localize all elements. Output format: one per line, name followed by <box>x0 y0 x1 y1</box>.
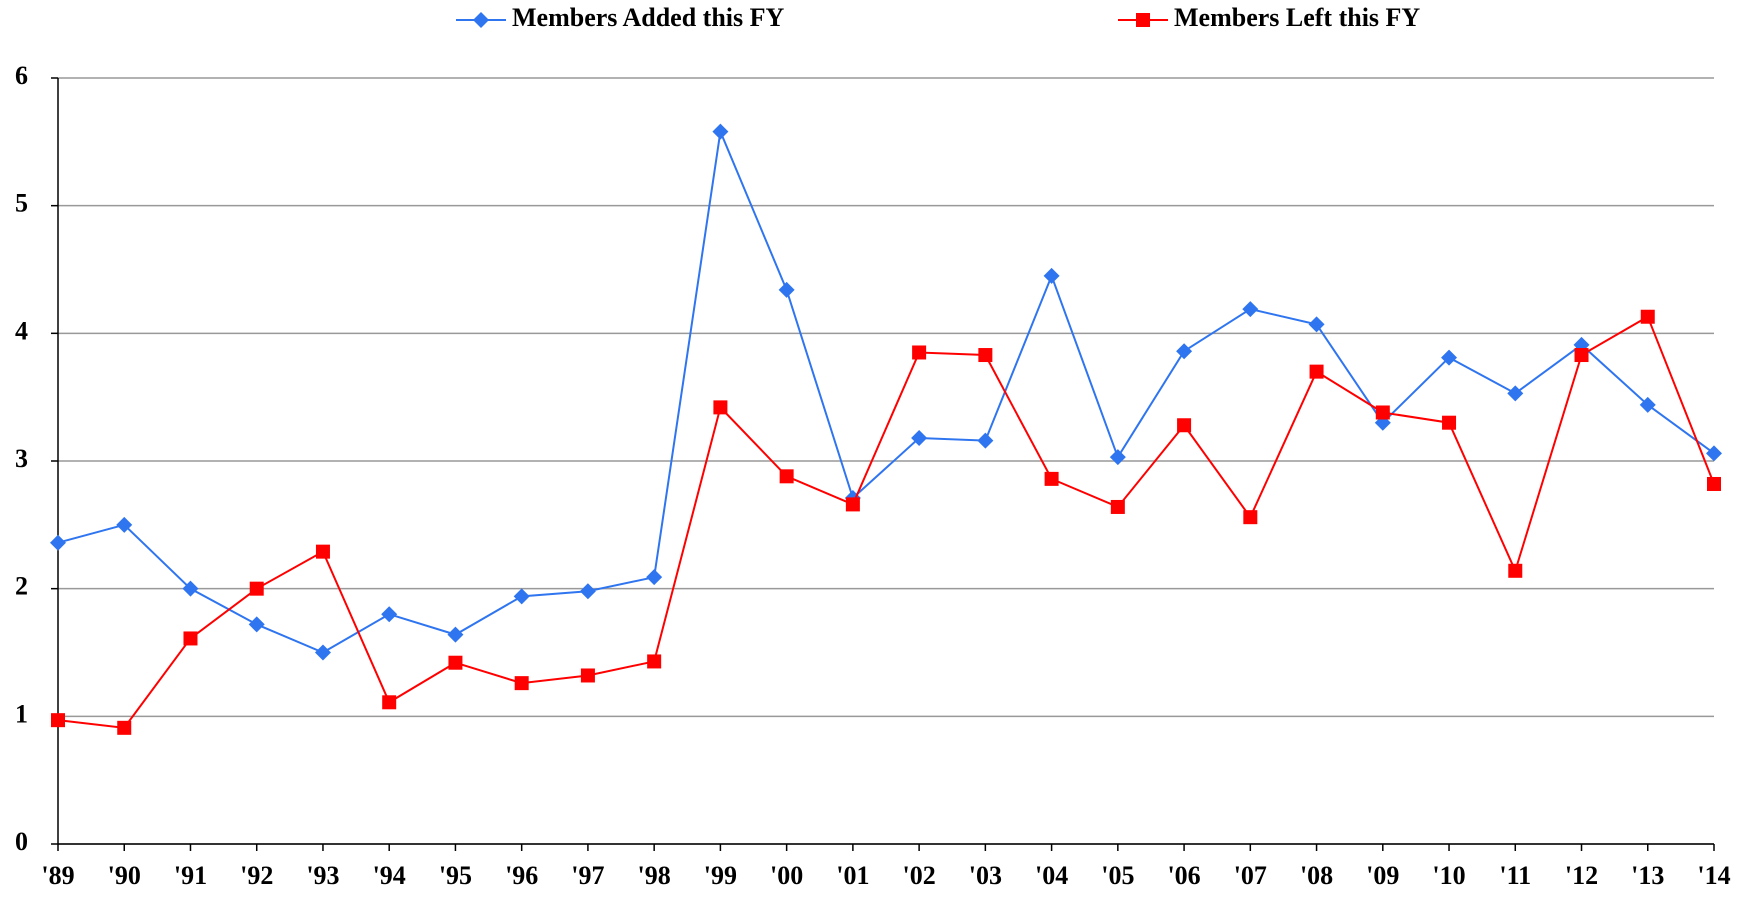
point-marker <box>1375 405 1390 420</box>
legend-label: Members Left this FY <box>1174 3 1420 32</box>
x-tick-label: '05 <box>1101 861 1134 890</box>
point-marker <box>1507 385 1524 402</box>
point-marker <box>448 655 463 670</box>
point-marker <box>647 654 662 669</box>
x-tick-label: '02 <box>903 861 936 890</box>
x-tick-label: '13 <box>1631 861 1664 890</box>
x-tick-label: '08 <box>1300 861 1333 890</box>
x-tick-label: '95 <box>439 861 472 890</box>
y-tick-label: 5 <box>15 189 28 218</box>
point-marker <box>1309 364 1324 379</box>
point-marker <box>1044 471 1059 486</box>
x-tick-label: '94 <box>373 861 406 890</box>
x-tick-label: '06 <box>1167 861 1200 890</box>
point-marker <box>50 534 66 551</box>
point-marker <box>1243 510 1258 525</box>
x-tick-label: '93 <box>306 861 339 890</box>
point-marker <box>314 644 331 661</box>
point-marker <box>381 606 398 623</box>
x-tick-label: '00 <box>770 861 803 890</box>
point-marker <box>579 583 596 600</box>
point-marker <box>183 631 198 646</box>
y-tick-label: 1 <box>15 699 28 728</box>
point-marker <box>1308 316 1325 333</box>
point-marker <box>712 123 729 140</box>
point-marker <box>51 713 65 728</box>
point-marker <box>116 516 133 533</box>
x-tick-label: '04 <box>1035 861 1068 890</box>
point-marker <box>978 348 993 363</box>
point-marker <box>580 668 595 683</box>
x-tick-label: '01 <box>836 861 869 890</box>
point-marker <box>382 695 397 710</box>
point-marker <box>778 281 795 298</box>
point-marker <box>514 676 529 691</box>
y-tick-label: 6 <box>15 61 28 90</box>
point-marker <box>182 580 199 597</box>
x-tick-label: '03 <box>969 861 1002 890</box>
point-marker <box>249 581 264 596</box>
point-marker <box>977 432 994 449</box>
point-marker <box>1640 309 1655 324</box>
x-tick-label: '98 <box>638 861 671 890</box>
x-tick-label: '97 <box>571 861 604 890</box>
y-tick-label: 4 <box>15 316 28 345</box>
series-line <box>57 127 1715 654</box>
point-marker <box>1442 415 1457 430</box>
point-marker <box>1177 418 1192 433</box>
point-marker <box>248 616 265 633</box>
y-tick-label: 3 <box>15 444 28 473</box>
x-tick-label: '91 <box>174 861 207 890</box>
point-marker <box>911 430 928 447</box>
y-tick-label: 0 <box>15 827 28 856</box>
point-marker <box>713 400 728 415</box>
point-marker <box>1109 449 1126 466</box>
legend-label: Members Added this FY <box>512 3 785 32</box>
x-tick-label: '09 <box>1366 861 1399 890</box>
point-marker <box>1639 396 1656 413</box>
point-marker <box>1707 476 1721 491</box>
point-marker <box>447 626 464 643</box>
point-marker <box>1110 499 1125 514</box>
point-marker <box>1242 301 1259 318</box>
point-marker <box>912 345 927 360</box>
point-marker <box>117 720 132 735</box>
point-marker <box>1043 267 1060 284</box>
point-marker <box>315 544 330 559</box>
point-marker <box>1441 349 1458 366</box>
x-tick-label: '96 <box>505 861 538 890</box>
point-marker <box>646 569 663 586</box>
point-marker <box>1176 343 1193 360</box>
point-marker <box>845 497 860 512</box>
x-tick-label: '99 <box>704 861 737 890</box>
x-tick-label: '92 <box>240 861 273 890</box>
x-tick-label: '89 <box>41 861 74 890</box>
x-tick-label: '10 <box>1432 861 1465 890</box>
point-marker <box>1574 348 1589 363</box>
x-tick-label: '90 <box>108 861 141 890</box>
point-marker <box>779 469 794 484</box>
point-marker <box>1706 445 1722 462</box>
y-tick-label: 2 <box>15 572 28 601</box>
series-line <box>57 315 1715 729</box>
point-marker <box>473 12 489 28</box>
point-marker <box>1508 563 1523 578</box>
x-tick-label: '11 <box>1499 861 1531 890</box>
point-marker <box>1136 13 1150 27</box>
x-tick-label: '14 <box>1697 861 1730 890</box>
x-tick-label: '12 <box>1565 861 1598 890</box>
x-tick-label: '07 <box>1234 861 1267 890</box>
point-marker <box>513 588 530 605</box>
